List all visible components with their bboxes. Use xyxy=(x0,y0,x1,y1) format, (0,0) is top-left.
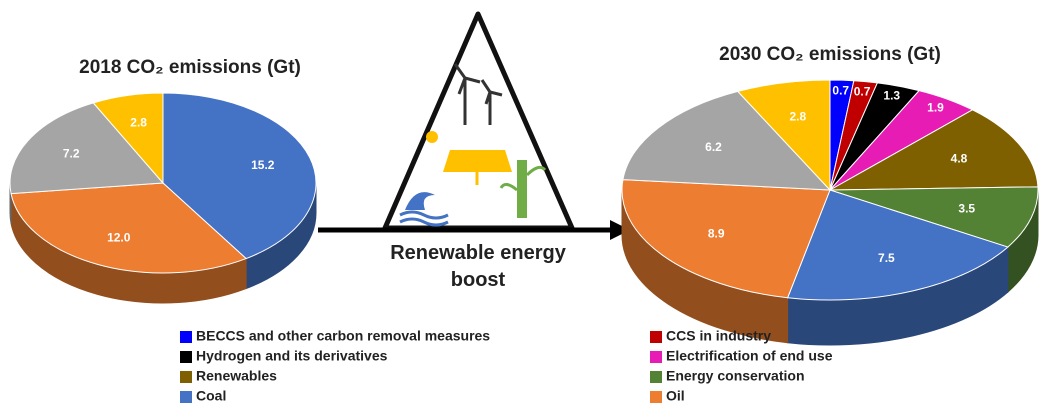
value-label: 6.2 xyxy=(705,140,722,154)
page: 2018 CO₂ emissions (Gt) 15.2 12.0 7.2 2.8 203… xyxy=(0,0,1044,408)
value-label: 4.8 xyxy=(951,152,968,166)
legend-label: CCS in industry xyxy=(666,328,771,344)
value-label: 0.7 xyxy=(854,85,871,99)
value-label: 15.2 xyxy=(251,158,275,172)
legend-label: Energy conservation xyxy=(666,368,805,384)
value-label: 0.7 xyxy=(832,83,849,97)
legend-label: Electrification of end use xyxy=(666,348,833,364)
legend-label: Coal xyxy=(196,388,226,404)
triangle-icon xyxy=(385,14,572,228)
legend-swatch xyxy=(180,331,192,343)
chart: 2018 CO₂ emissions (Gt) 15.2 12.0 7.2 2.8 203… xyxy=(0,0,1044,408)
legend-swatch xyxy=(180,391,192,403)
legend-swatch xyxy=(650,371,662,383)
value-label: 7.2 xyxy=(63,146,80,160)
value-label: 3.5 xyxy=(958,201,975,215)
legend-swatch xyxy=(180,371,192,383)
legend-swatch xyxy=(180,351,192,363)
value-label: 8.9 xyxy=(708,227,725,241)
value-label: 1.9 xyxy=(927,100,944,114)
annotation: Renewable energy boost xyxy=(378,240,578,294)
legend-label: Oil xyxy=(666,388,685,404)
value-label: 2.8 xyxy=(130,116,147,130)
value-label: 1.3 xyxy=(883,89,900,103)
legend-swatch xyxy=(650,351,662,363)
value-label: 7.5 xyxy=(878,251,895,265)
legend-label: Hydrogen and its derivatives xyxy=(196,348,388,364)
chart-title: 2030 CO₂ emissions (Gt) xyxy=(719,44,941,65)
chart-title: 2018 CO₂ emissions (Gt) xyxy=(79,57,301,78)
legend-swatch xyxy=(650,331,662,343)
legend-swatch xyxy=(650,391,662,403)
value-label: 12.0 xyxy=(107,231,131,245)
legend-label: Renewables xyxy=(196,368,277,384)
value-label: 2.8 xyxy=(789,109,806,123)
legend-label: BECCS and other carbon removal measures xyxy=(196,328,490,344)
